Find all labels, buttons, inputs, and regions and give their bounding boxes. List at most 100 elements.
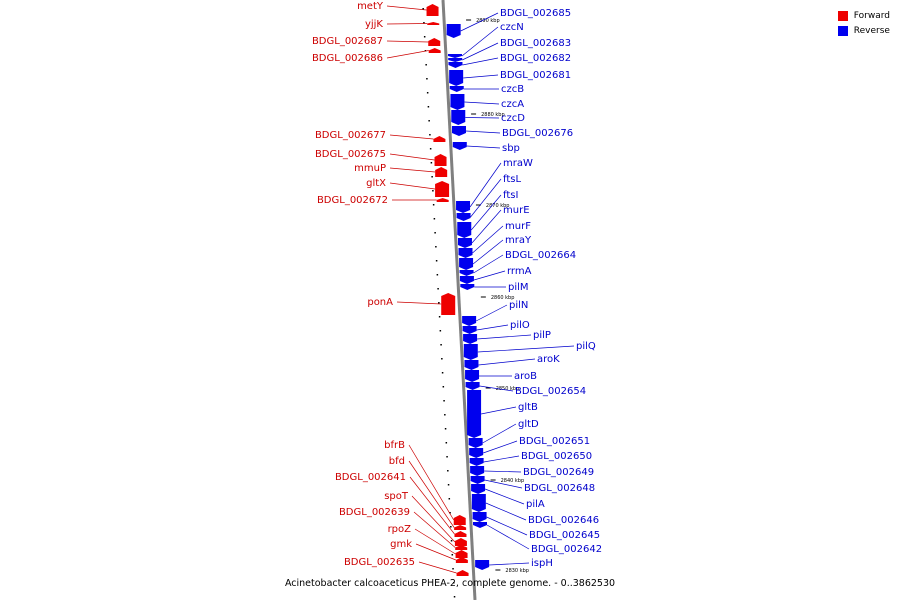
legend-reverse-swatch bbox=[837, 25, 848, 36]
reverse-gene-connector bbox=[489, 562, 530, 566]
reverse-gene-arrow bbox=[463, 344, 478, 360]
forward-gene-arrow bbox=[454, 538, 467, 546]
backbone-dot bbox=[440, 344, 442, 346]
forward-gene-connector bbox=[389, 167, 436, 173]
reverse-gene-arrow bbox=[457, 238, 472, 248]
forward-gene-label: bfrB bbox=[384, 440, 405, 451]
backbone-dot bbox=[435, 260, 438, 262]
backbone-dot bbox=[448, 498, 451, 500]
reverse-gene-connector bbox=[473, 270, 506, 281]
reverse-gene-connector bbox=[482, 423, 517, 444]
backbone-dot bbox=[432, 204, 435, 206]
reverse-gene-arrow bbox=[459, 276, 474, 284]
backbone-dot bbox=[438, 316, 441, 318]
reverse-gene-arrow bbox=[448, 62, 463, 68]
reverse-gene-connector bbox=[464, 101, 500, 105]
reverse-gene-connector bbox=[486, 524, 530, 550]
reverse-gene-label: BDGL_002664 bbox=[505, 250, 576, 261]
forward-gene-connector bbox=[396, 301, 442, 305]
backbone-dot bbox=[447, 470, 449, 472]
forward-gene-arrow bbox=[455, 557, 468, 563]
reverse-gene-connector bbox=[478, 358, 536, 366]
reverse-gene-connector bbox=[465, 130, 501, 134]
reverse-gene-arrow bbox=[469, 458, 484, 466]
reverse-gene-arrow bbox=[460, 284, 475, 290]
forward-gene-arrow bbox=[454, 525, 467, 530]
backbone-dot bbox=[433, 218, 436, 220]
reverse-gene-connector bbox=[479, 385, 514, 392]
reverse-gene-connector bbox=[470, 194, 502, 231]
reverse-gene-label: rrmA bbox=[507, 266, 532, 277]
reverse-gene-arrow bbox=[449, 86, 464, 92]
reverse-gene-label: BDGL_002676 bbox=[502, 128, 573, 139]
reverse-gene-label: BDGL_002654 bbox=[515, 386, 586, 397]
forward-gene-connector bbox=[408, 460, 455, 528]
forward-gene-connector bbox=[414, 528, 456, 555]
forward-gene-connector bbox=[409, 476, 455, 535]
forward-gene-label: BDGL_002639 bbox=[339, 507, 410, 518]
forward-gene-label: mmuP bbox=[354, 163, 386, 174]
forward-gene-label: spoT bbox=[384, 491, 409, 502]
genome-backbone bbox=[441, 0, 477, 600]
backbone-dot bbox=[429, 134, 431, 136]
reverse-gene-arrow bbox=[465, 370, 480, 382]
backbone-dot bbox=[438, 302, 440, 304]
legend-forward: Forward bbox=[837, 8, 890, 23]
reverse-gene-connector bbox=[484, 479, 523, 489]
reverse-gene-connector bbox=[462, 42, 499, 61]
forward-genes: metY yjjK BDGL_002687 BDGL_002686 BDGL_00267… bbox=[312, 1, 469, 576]
reverse-gene-arrow bbox=[459, 270, 474, 276]
forward-gene-connector bbox=[386, 5, 427, 11]
reverse-gene-arrow bbox=[448, 58, 463, 62]
reverse-gene-connector bbox=[470, 178, 502, 218]
reverse-gene-label: czcA bbox=[501, 99, 524, 110]
forward-gene-arrow bbox=[435, 167, 448, 177]
backbone-dot bbox=[439, 330, 442, 332]
reverse-gene-arrow bbox=[475, 560, 490, 570]
scale-tick-label: 2870 kbp bbox=[486, 203, 510, 209]
backbone-dot bbox=[450, 540, 453, 542]
forward-gene-connector bbox=[389, 134, 434, 140]
reverse-gene-label: BDGL_002681 bbox=[500, 70, 571, 81]
forward-gene-arrow bbox=[456, 570, 469, 576]
forward-gene-connector bbox=[408, 444, 455, 521]
forward-gene-connector bbox=[389, 182, 436, 190]
forward-gene-connector bbox=[386, 40, 429, 43]
reverse-gene-arrow bbox=[465, 382, 480, 390]
forward-gene-arrow bbox=[428, 38, 441, 46]
forward-gene-label: BDGL_002675 bbox=[315, 149, 386, 160]
reverse-gene-arrow bbox=[457, 222, 472, 238]
reverse-gene-connector bbox=[476, 324, 509, 331]
forward-gene-label: BDGL_002635 bbox=[344, 557, 415, 568]
forward-gene-label: BDGL_002686 bbox=[312, 53, 383, 64]
reverse-gene-connector bbox=[483, 440, 518, 454]
forward-gene-label: BDGL_002677 bbox=[315, 130, 386, 141]
reverse-gene-label: sbp bbox=[502, 143, 520, 154]
legend: Forward Reverse bbox=[837, 8, 890, 38]
reverse-gene-connector bbox=[460, 12, 499, 32]
scale-tick-label: 2850 kbp bbox=[496, 386, 520, 392]
reverse-gene-connector bbox=[462, 57, 499, 66]
reverse-gene-arrow bbox=[446, 24, 461, 38]
reverse-gene-connector bbox=[472, 225, 504, 254]
backbone-dot bbox=[450, 526, 452, 528]
reverse-gene-label: BDGL_002645 bbox=[529, 530, 600, 541]
backbone-dot bbox=[447, 484, 450, 486]
backbone-dot bbox=[446, 456, 448, 458]
forward-gene-arrow bbox=[453, 515, 466, 525]
forward-gene-connector bbox=[389, 153, 435, 161]
reverse-gene-arrow bbox=[463, 334, 478, 344]
forward-gene-label: BDGL_002672 bbox=[317, 195, 388, 206]
forward-gene-arrow bbox=[435, 181, 450, 197]
backbone-dot bbox=[432, 190, 434, 192]
reverse-gene-label: pilO bbox=[510, 320, 530, 331]
reverse-gene-connector bbox=[469, 162, 502, 208]
backbone-dot bbox=[453, 582, 455, 584]
reverse-gene-connector bbox=[484, 488, 525, 505]
reverse-gene-label: BDGL_002682 bbox=[500, 53, 571, 64]
reverse-gene-label: BDGL_002649 bbox=[523, 467, 594, 478]
forward-gene-connector bbox=[415, 543, 456, 561]
reverse-gene-arrow bbox=[468, 438, 483, 448]
backbone-dot bbox=[444, 428, 447, 430]
reverse-gene-connector bbox=[461, 26, 499, 57]
